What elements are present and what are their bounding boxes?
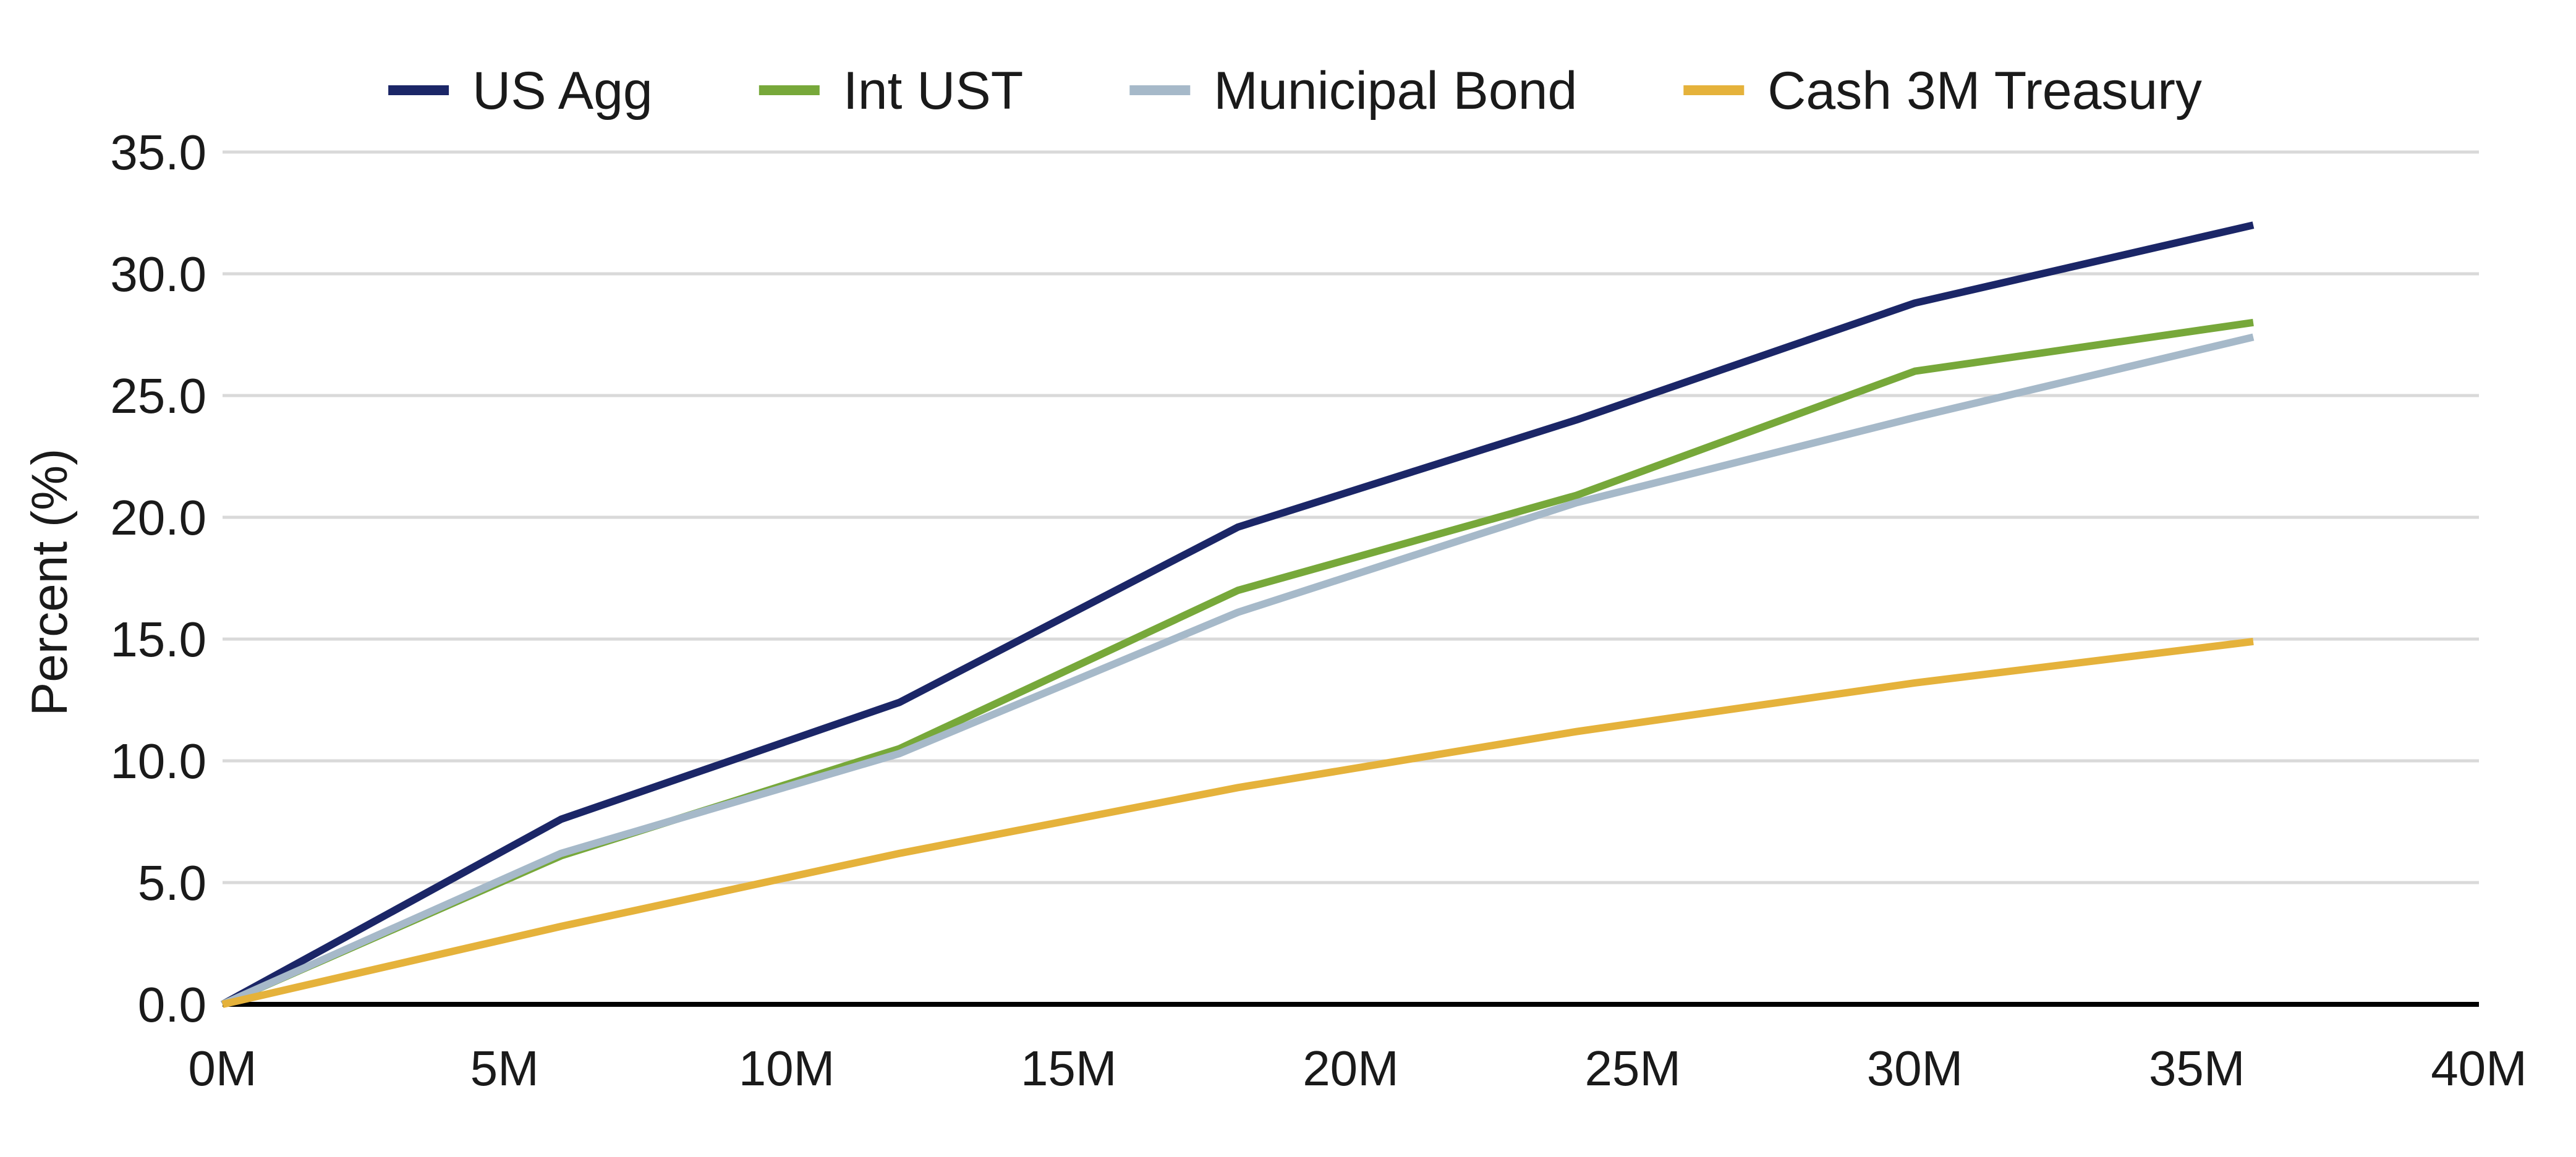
y-axis-title: Percent (%) [22,449,78,716]
series-line-0 [221,221,2255,1008]
x-tick-label: 25M [1584,1041,1681,1096]
y-tick-label: 20.0 [110,490,206,545]
x-tick-label: 35M [2149,1041,2245,1096]
x-tick-label: 10M [739,1041,835,1096]
legend-item: Cash 3M Treasury [1683,61,2202,121]
legend-label: Municipal Bond [1214,61,1577,121]
legend-label: US Agg [472,61,653,121]
y-tick-label: 15.0 [110,612,206,667]
legend: US Agg Int UST Municipal Bond Cash 3M Treas… [388,61,2202,121]
x-tick-label: 15M [1021,1041,1117,1096]
x-tick-label: 0M [188,1041,257,1096]
axes: 0.0 5.0 10.0 15.0 20.0 25.0 30.0 35.0 0M 5M 10M 15M… [110,125,2527,1096]
legend-item: US Agg [388,61,653,121]
x-tick-label: 30M [1867,1041,1963,1096]
legend-item: Municipal Bond [1129,61,1577,121]
y-tick-label: 25.0 [110,368,206,423]
series-line-1 [221,318,2254,1008]
series-line-2 [221,333,2255,1008]
gridlines [223,150,2479,884]
series-lines [221,221,2255,1008]
y-tick-label: 35.0 [110,125,206,180]
legend-item: Int UST [759,61,1024,121]
series-line-3 [221,637,2254,1008]
legend-label: Int UST [843,61,1024,121]
y-tick-label: 0.0 [138,977,206,1032]
y-tick-label: 10.0 [110,734,206,789]
x-tick-label: 40M [2431,1041,2527,1096]
y-tick-label: 5.0 [138,855,206,910]
y-tick-label: 30.0 [110,247,206,302]
x-tick-label: 20M [1303,1041,1399,1096]
legend-label: Cash 3M Treasury [1767,61,2202,121]
x-tick-label: 5M [470,1041,539,1096]
